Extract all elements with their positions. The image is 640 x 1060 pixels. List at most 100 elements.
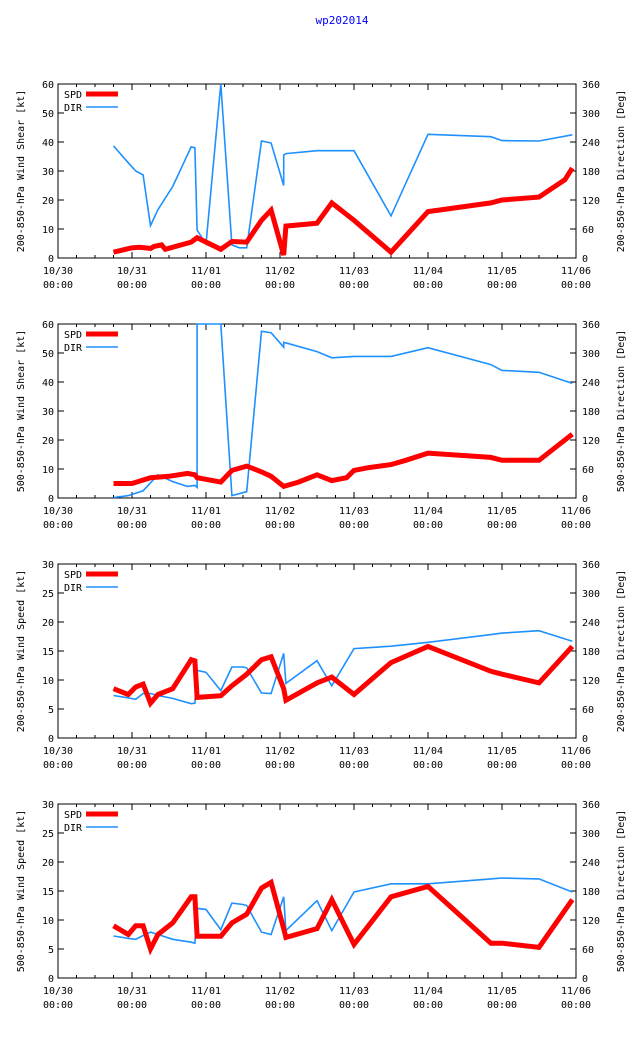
y-tick-label: 0 bbox=[48, 974, 54, 985]
x-tick-label-time: 00:00 bbox=[43, 280, 73, 291]
figure-title: wp202014 bbox=[316, 14, 369, 27]
legend-label-dir: DIR bbox=[64, 823, 83, 834]
y-tick-label: 0 bbox=[48, 494, 54, 505]
x-tick-label-time: 00:00 bbox=[265, 280, 295, 291]
x-tick-label: 10/31 bbox=[117, 506, 147, 517]
x-tick-label: 11/03 bbox=[339, 986, 369, 997]
y2-tick-label: 360 bbox=[582, 320, 600, 331]
series-line-dir bbox=[113, 877, 573, 945]
legend-label-spd: SPD bbox=[64, 570, 82, 581]
x-tick-label-time: 00:00 bbox=[117, 1000, 147, 1011]
x-tick-label: 11/06 bbox=[561, 746, 591, 757]
x-tick-label-time: 00:00 bbox=[561, 520, 591, 531]
chart-panel-3: 05101520253006012018024030036010/3000:00… bbox=[16, 560, 627, 771]
x-tick-label-time: 00:00 bbox=[561, 280, 591, 291]
plot-frame bbox=[57, 803, 577, 979]
y2-tick-label: 180 bbox=[582, 407, 600, 418]
y-tick-label: 40 bbox=[42, 378, 54, 389]
x-tick-label: 11/06 bbox=[561, 506, 591, 517]
y2-tick-label: 180 bbox=[582, 167, 600, 178]
y2-tick-label: 240 bbox=[582, 618, 600, 629]
x-tick-label: 10/31 bbox=[117, 266, 147, 277]
y-tick-label: 5 bbox=[48, 945, 54, 956]
y2-tick-label: 0 bbox=[582, 974, 588, 985]
y-tick-label: 10 bbox=[42, 465, 54, 476]
y2-tick-label: 60 bbox=[582, 945, 594, 956]
y-tick-label: 15 bbox=[42, 647, 54, 658]
x-tick-label-time: 00:00 bbox=[561, 760, 591, 771]
y2-tick-label: 0 bbox=[582, 254, 588, 265]
x-tick-label: 11/01 bbox=[191, 986, 221, 997]
y2-tick-label: 60 bbox=[582, 465, 594, 476]
x-tick-label: 11/04 bbox=[413, 506, 443, 517]
x-tick-label: 10/31 bbox=[117, 986, 147, 997]
y2-tick-label: 180 bbox=[582, 647, 600, 658]
y-tick-label: 20 bbox=[42, 618, 54, 629]
x-tick-label-time: 00:00 bbox=[561, 1000, 591, 1011]
y-tick-label: 20 bbox=[42, 196, 54, 207]
chart-panel-1: 0 10 20 30 40 50 60 0 60 120 180 240 300 360 10/30 00:0… bbox=[16, 80, 627, 291]
y2-tick-label: 300 bbox=[582, 589, 600, 600]
x-tick-label-time: 00:00 bbox=[191, 760, 221, 771]
x-tick-label: 11/02 bbox=[265, 986, 295, 997]
plot-frame bbox=[57, 323, 577, 499]
legend-label-dir: DIR bbox=[64, 583, 83, 594]
x-tick-label: 11/04 bbox=[413, 986, 443, 997]
x-tick-label: 11/02 bbox=[265, 746, 295, 757]
y-tick-label: 40 bbox=[42, 138, 54, 149]
x-tick-label: 11/06 bbox=[561, 266, 591, 277]
legend-label-dir: DIR bbox=[64, 103, 83, 114]
x-tick-label-time: 00:00 bbox=[339, 280, 369, 291]
series-line-dir bbox=[113, 323, 573, 499]
y2-tick-label: 180 bbox=[582, 887, 600, 898]
x-tick-label-time: 00:00 bbox=[265, 520, 295, 531]
x-tick-label-time: 00:00 bbox=[117, 760, 147, 771]
y-tick-label: 10 bbox=[42, 225, 54, 236]
plot-frame bbox=[57, 563, 577, 739]
x-tick-label: 11/01 bbox=[191, 266, 221, 277]
y2-tick-label: 120 bbox=[582, 436, 600, 447]
y-tick-label: 20 bbox=[42, 436, 54, 447]
x-tick-label: 11/03 bbox=[339, 506, 369, 517]
x-tick-label: 10/30 bbox=[43, 746, 73, 757]
x-tick-label: 11/05 bbox=[487, 266, 517, 277]
y2-tick-label: 240 bbox=[582, 858, 600, 869]
series-line-spd bbox=[112, 878, 575, 956]
y-tick-label: 30 bbox=[42, 407, 54, 418]
y-tick-label: 30 bbox=[42, 800, 54, 811]
x-tick-label-time: 00:00 bbox=[265, 1000, 295, 1011]
x-tick-label-time: 00:00 bbox=[43, 760, 73, 771]
y-tick-label: 5 bbox=[48, 705, 54, 716]
x-tick-label: 11/03 bbox=[339, 746, 369, 757]
chart-panels: 010203040506006012018024030036010/3000:0… bbox=[16, 80, 627, 1011]
x-tick-label: 11/05 bbox=[487, 986, 517, 997]
legend-label-dir: DIR bbox=[64, 343, 83, 354]
legend-label-spd: SPD bbox=[64, 90, 82, 101]
y2-tick-label: 60 bbox=[582, 225, 594, 236]
y-tick-label: 10 bbox=[42, 916, 54, 927]
x-tick-label: 11/04 bbox=[413, 266, 443, 277]
x-tick-label: 11/02 bbox=[265, 266, 295, 277]
x-tick-label-time: 00:00 bbox=[43, 1000, 73, 1011]
x-tick-label-time: 00:00 bbox=[43, 520, 73, 531]
y-tick-label: 15 bbox=[42, 887, 54, 898]
y2-tick-label: 120 bbox=[582, 916, 600, 927]
series-line-spd bbox=[113, 432, 574, 490]
x-tick-label: 10/30 bbox=[43, 266, 73, 277]
y-tick-label: 10 bbox=[42, 676, 54, 687]
x-tick-label-time: 00:00 bbox=[413, 520, 443, 531]
x-tick-label-time: 00:00 bbox=[339, 1000, 369, 1011]
x-tick-label-time: 00:00 bbox=[191, 1000, 221, 1011]
y-tick-label: 50 bbox=[42, 349, 54, 360]
y2-tick-label: 360 bbox=[582, 800, 600, 811]
x-tick-label-time: 00:00 bbox=[487, 760, 517, 771]
y2-axis-title: 500-850-hPa Direction [Deg] bbox=[616, 810, 627, 973]
x-tick-label-time: 00:00 bbox=[487, 280, 517, 291]
y-tick-label: 30 bbox=[42, 167, 54, 178]
x-tick-label-time: 00:00 bbox=[191, 280, 221, 291]
y2-tick-label: 240 bbox=[582, 138, 600, 149]
y-axis-title: 200-850-hPa Wind Speed [kt] bbox=[16, 570, 27, 733]
y-axis-title: 200-850-hPa Wind Shear [kt] bbox=[16, 90, 27, 253]
y2-tick-label: 300 bbox=[582, 829, 600, 840]
x-tick-label-time: 00:00 bbox=[265, 760, 295, 771]
